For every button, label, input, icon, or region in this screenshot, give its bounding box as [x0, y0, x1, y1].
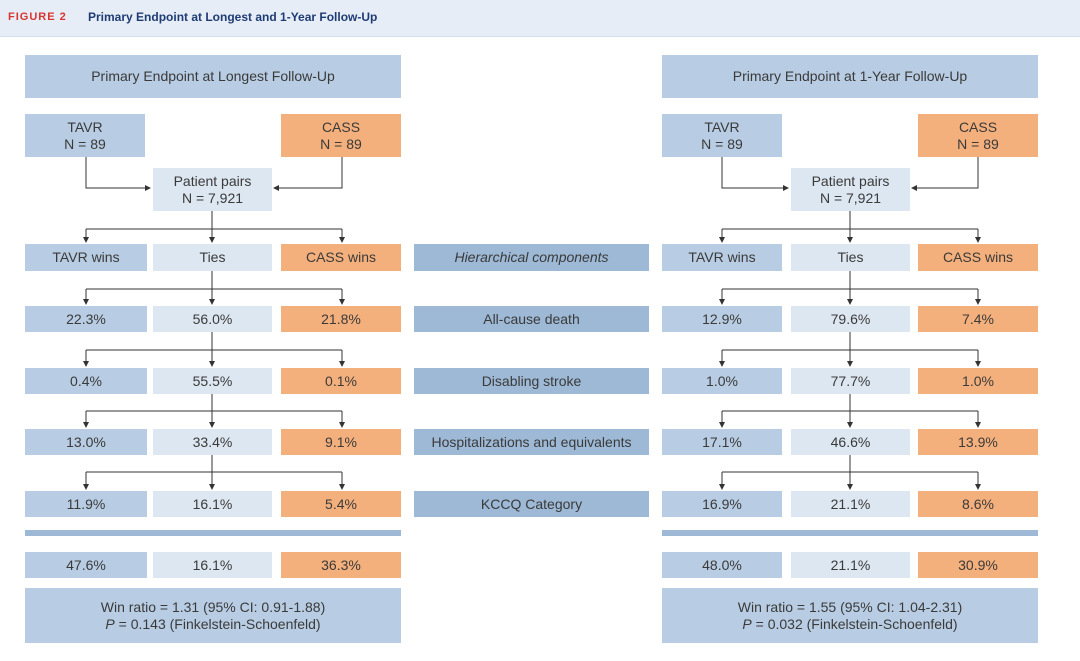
tavr-n: N = 89	[64, 135, 106, 152]
right-tavr-group: TAVR N = 89	[662, 114, 782, 157]
right-row2-cass: 1.0%	[918, 368, 1038, 394]
left-cass-wins: CASS wins	[281, 244, 401, 271]
left-row4-ties: 16.1%	[153, 491, 272, 517]
right-total-cass: 30.9%	[918, 552, 1038, 578]
right-row3-tavr: 17.1%	[662, 429, 782, 455]
pairs-label: Patient pairs	[173, 172, 252, 189]
p-value-text: = 0.032 (Finkelstein-Schoenfeld)	[751, 615, 958, 632]
left-patient-pairs: Patient pairs N = 7,921	[153, 168, 272, 211]
left-cass-group: CASS N = 89	[281, 114, 401, 157]
left-tavr-wins: TAVR wins	[25, 244, 147, 271]
right-row4-ties: 21.1%	[791, 491, 910, 517]
right-row4-cass: 8.6%	[918, 491, 1038, 517]
tavr-n: N = 89	[701, 135, 743, 152]
left-row2-cass: 0.1%	[281, 368, 401, 394]
p-value-line: P = 0.032 (Finkelstein-Schoenfeld)	[742, 616, 957, 633]
left-separator	[25, 530, 401, 536]
p-label: P	[105, 615, 115, 632]
p-label: P	[742, 615, 752, 632]
right-cass-wins: CASS wins	[918, 244, 1038, 271]
right-total-ties: 21.1%	[791, 552, 910, 578]
right-row2-tavr: 1.0%	[662, 368, 782, 394]
left-row2-ties: 55.5%	[153, 368, 272, 394]
cass-label: CASS	[958, 118, 998, 135]
right-row1-ties: 79.6%	[791, 306, 910, 332]
win-ratio-text: Win ratio = 1.55 (95% CI: 1.04-2.31)	[737, 598, 963, 615]
p-value-line: P = 0.143 (Finkelstein-Schoenfeld)	[105, 616, 320, 633]
tavr-label: TAVR	[704, 118, 740, 135]
tavr-label: TAVR	[67, 118, 103, 135]
component-disabling-stroke: Disabling stroke	[414, 368, 649, 394]
cass-n: N = 89	[320, 135, 362, 152]
left-row3-cass: 9.1%	[281, 429, 401, 455]
left-row3-ties: 33.4%	[153, 429, 272, 455]
right-row2-ties: 77.7%	[791, 368, 910, 394]
right-ties: Ties	[791, 244, 910, 271]
right-patient-pairs: Patient pairs N = 7,921	[791, 168, 910, 211]
right-total-tavr: 48.0%	[662, 552, 782, 578]
left-win-ratio-box: Win ratio = 1.31 (95% CI: 0.91-1.88) P =…	[25, 588, 401, 643]
cass-label: CASS	[321, 118, 361, 135]
right-tavr-wins: TAVR wins	[662, 244, 782, 271]
win-ratio-text: Win ratio = 1.31 (95% CI: 0.91-1.88)	[100, 598, 326, 615]
pairs-n: N = 7,921	[819, 189, 882, 206]
left-row1-tavr: 22.3%	[25, 306, 147, 332]
p-value-text: = 0.143 (Finkelstein-Schoenfeld)	[114, 615, 321, 632]
left-row2-tavr: 0.4%	[25, 368, 147, 394]
left-panel-title: Primary Endpoint at Longest Follow-Up	[25, 55, 401, 98]
left-tavr-group: TAVR N = 89	[25, 114, 145, 157]
right-row4-tavr: 16.9%	[662, 491, 782, 517]
figure-header: FIGURE 2 Primary Endpoint at Longest and…	[0, 0, 1080, 37]
left-row1-cass: 21.8%	[281, 306, 401, 332]
right-row3-cass: 13.9%	[918, 429, 1038, 455]
left-row3-tavr: 13.0%	[25, 429, 147, 455]
right-separator	[662, 530, 1038, 536]
left-total-cass: 36.3%	[281, 552, 401, 578]
left-row4-cass: 5.4%	[281, 491, 401, 517]
right-cass-group: CASS N = 89	[918, 114, 1038, 157]
component-hospitalizations: Hospitalizations and equivalents	[414, 429, 649, 455]
left-total-tavr: 47.6%	[25, 552, 147, 578]
figure-label: FIGURE 2	[8, 11, 67, 23]
left-row4-tavr: 11.9%	[25, 491, 147, 517]
pairs-label: Patient pairs	[811, 172, 890, 189]
left-total-ties: 16.1%	[153, 552, 272, 578]
right-row3-ties: 46.6%	[791, 429, 910, 455]
component-kccq: KCCQ Category	[414, 491, 649, 517]
figure-title: Primary Endpoint at Longest and 1-Year F…	[88, 10, 378, 24]
component-all-cause-death: All-cause death	[414, 306, 649, 332]
left-row1-ties: 56.0%	[153, 306, 272, 332]
right-row1-tavr: 12.9%	[662, 306, 782, 332]
right-row1-cass: 7.4%	[918, 306, 1038, 332]
components-header: Hierarchical components	[414, 244, 649, 271]
pairs-n: N = 7,921	[181, 189, 244, 206]
left-ties: Ties	[153, 244, 272, 271]
cass-n: N = 89	[957, 135, 999, 152]
right-panel-title: Primary Endpoint at 1-Year Follow-Up	[662, 55, 1038, 98]
right-win-ratio-box: Win ratio = 1.55 (95% CI: 1.04-2.31) P =…	[662, 588, 1038, 643]
